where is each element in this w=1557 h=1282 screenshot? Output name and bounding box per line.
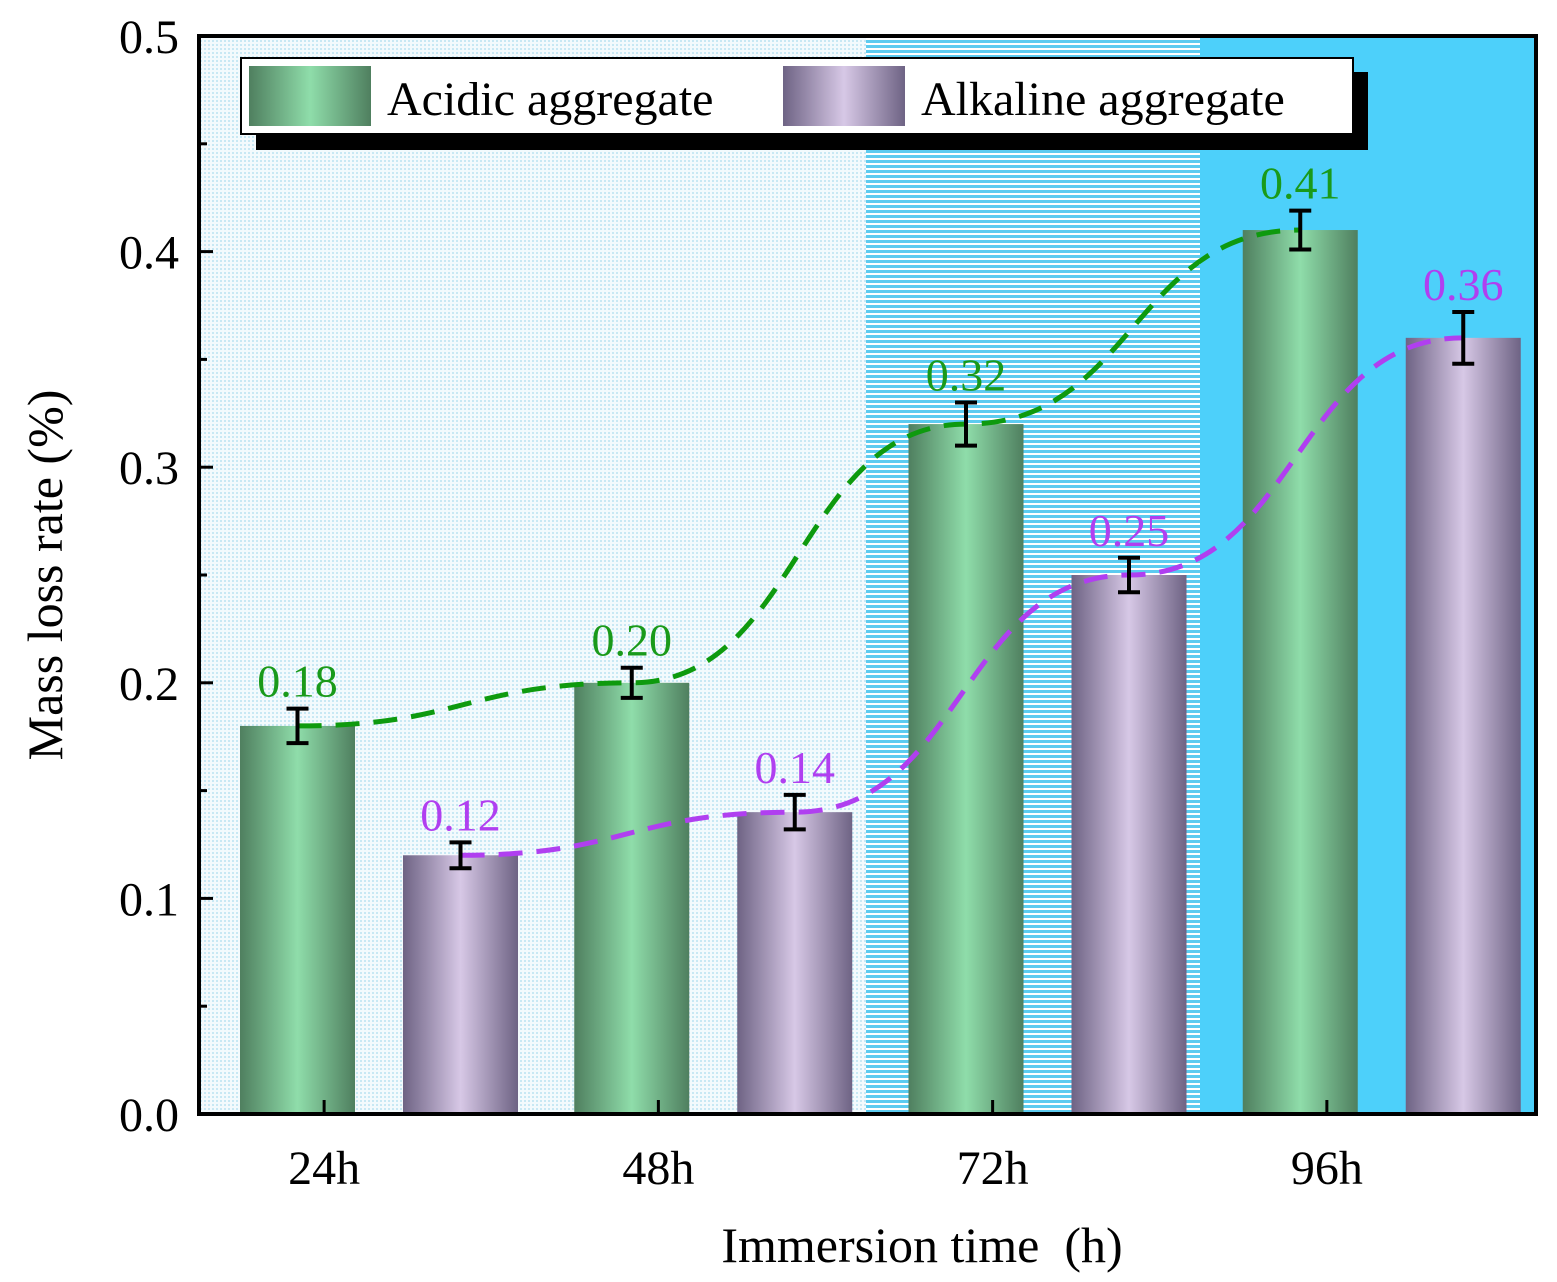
trend-line-alkaline (460, 335, 1464, 858)
value-label-acidic-48h: 0.20 (592, 615, 673, 666)
bar-alkaline-96h (1405, 337, 1521, 1115)
value-label-acidic-24h: 0.18 (257, 656, 338, 707)
error-bar-acidic-72h (955, 400, 977, 448)
bars-group (240, 230, 1521, 1115)
y-tick-label: 0.0 (119, 1089, 179, 1142)
bar-acidic-72h (908, 424, 1024, 1115)
value-label-alkaline-24h: 0.12 (420, 789, 501, 840)
legend: Acidic aggregate Alkaline aggregate (240, 57, 1368, 150)
bar-alkaline-72h (1071, 575, 1187, 1114)
x-tick-label-72h: 72h (957, 1142, 1029, 1195)
trend-line-acidic (297, 227, 1301, 729)
bar-acidic-96h (1242, 230, 1358, 1115)
value-label-alkaline-48h: 0.14 (755, 742, 836, 793)
value-label-alkaline-96h: 0.36 (1423, 259, 1504, 310)
value-label-acidic-72h: 0.32 (926, 350, 1007, 401)
y-tick-label: 0.5 (119, 11, 179, 64)
legend-label-alkaline: Alkaline aggregate (921, 73, 1285, 126)
x-axis: 24h 48h 72h 96h (288, 1100, 1363, 1195)
y-tick-label: 0.2 (119, 658, 179, 711)
y-axis: 0.0 0.1 0.2 0.3 0.4 0.5 (119, 11, 213, 1142)
error-bar-alkaline-72h (1118, 555, 1140, 595)
bar-acidic-24h (240, 725, 355, 1114)
bar-alkaline-48h (737, 812, 853, 1114)
error-bar-alkaline-96h (1452, 309, 1475, 366)
x-tick-label-48h: 48h (622, 1142, 694, 1195)
y-axis-label: Mass loss rate (%) (17, 390, 73, 761)
value-labels: 0.18 0.20 0.32 0.41 0.12 0.14 0.25 0.36 (257, 158, 1503, 841)
error-bar-acidic-48h (620, 665, 643, 700)
error-bar-alkaline-24h (449, 840, 472, 871)
y-tick-label: 0.4 (119, 227, 179, 280)
bar-alkaline-24h (403, 855, 518, 1114)
value-label-acidic-96h: 0.41 (1260, 158, 1341, 209)
legend-swatch-alkaline (783, 66, 905, 126)
legend-swatch-acidic (249, 66, 371, 126)
bar-acidic-48h (574, 682, 690, 1114)
y-tick-label: 0.3 (119, 442, 179, 495)
y-tick-label: 0.1 (119, 873, 179, 926)
x-tick-label-24h: 24h (288, 1142, 360, 1195)
trend-lines (297, 227, 1464, 858)
error-bars (286, 208, 1475, 871)
error-bar-acidic-24h (286, 706, 309, 746)
x-tick-label-96h: 96h (1291, 1142, 1363, 1195)
x-axis-label: Immersion time (h) (721, 1217, 1122, 1273)
legend-label-acidic: Acidic aggregate (387, 73, 713, 126)
error-bar-acidic-96h (1289, 208, 1312, 252)
value-label-alkaline-72h: 0.25 (1089, 505, 1170, 556)
error-bar-alkaline-48h (783, 792, 806, 832)
